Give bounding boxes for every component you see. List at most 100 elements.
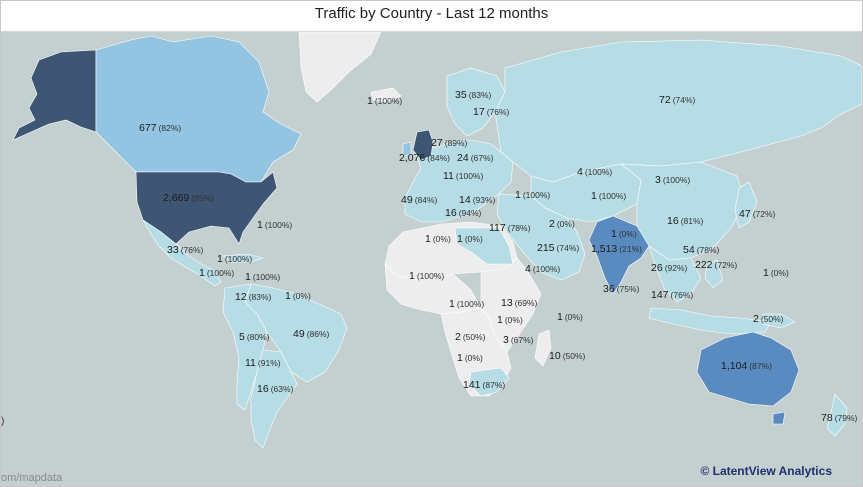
visit-percent: (100%) [206, 268, 235, 278]
visit-percent: (83%) [468, 90, 492, 100]
visit-count: 1 [449, 298, 455, 310]
country-russia[interactable] [494, 39, 862, 183]
country-philippines[interactable] [704, 259, 724, 289]
country-label-denmark: 27 (89%) [431, 137, 467, 149]
visit-count: 2,669 [163, 192, 190, 204]
visit-count: 4 [525, 263, 531, 275]
visit-count: 222 [695, 259, 713, 271]
country-japan[interactable] [734, 181, 758, 229]
country-china[interactable] [620, 161, 746, 261]
visit-count: 5 [239, 331, 245, 343]
country-madagascar[interactable] [534, 329, 552, 367]
country-label-angola: 2 (50%) [455, 331, 486, 343]
country-label-egypt: 117 (78%) [489, 222, 530, 234]
visit-percent: (0%) [556, 219, 575, 229]
country-label-central2: 1 (100%) [245, 271, 280, 283]
country-greenland[interactable] [298, 32, 382, 103]
visit-count: 1 [245, 271, 251, 283]
country-indonesia[interactable] [648, 307, 772, 335]
visit-count: 72 [659, 94, 671, 106]
country-label-southafrica: 141 (87%) [463, 379, 505, 391]
visit-percent: (100%) [252, 272, 281, 282]
visit-count: 1 [457, 233, 463, 245]
visit-count: 141 [463, 379, 481, 391]
visit-count: 2,076 [399, 152, 426, 164]
visit-count: 677 [139, 122, 157, 134]
title-bar: Traffic by Country - Last 12 months [1, 1, 862, 32]
region-southeast-asia[interactable] [648, 245, 702, 303]
region-caribbean[interactable] [222, 253, 265, 263]
country-label-hongkong: 54 (78%) [683, 244, 719, 256]
country-label-canada: 677 (82%) [139, 122, 181, 134]
visit-count: 1,104 [721, 360, 748, 372]
visit-percent: (100%) [224, 254, 253, 264]
map-attribution: om/mapdata [1, 472, 63, 484]
country-label-png: 2 (50%) [753, 313, 784, 325]
country-india[interactable] [588, 215, 650, 295]
country-label-uk: 2,076 (84%) [399, 152, 450, 164]
visit-percent: (79%) [834, 413, 858, 423]
visit-count: 1 [257, 219, 263, 231]
visit-percent: (0%) [464, 234, 483, 244]
country-label-india: 1,513 (21%) [591, 243, 642, 255]
country-tasmania[interactable] [772, 411, 786, 425]
country-label-philippines: 222 (72%) [695, 259, 737, 271]
visit-count: 1 [591, 190, 597, 202]
visit-count: 16 [667, 215, 679, 227]
country-label-newzealand: 78 (79%) [821, 412, 857, 424]
visit-count: 17 [473, 106, 485, 118]
visit-count: 78 [821, 412, 833, 424]
country-andes[interactable] [222, 283, 268, 411]
country-south-africa[interactable] [468, 367, 510, 397]
visit-percent: (0%) [618, 229, 637, 239]
country-label-us: 2,669 (85%) [163, 192, 214, 204]
country-label-west_africa: 1 (100%) [409, 270, 444, 282]
region-middle-east[interactable] [496, 193, 586, 281]
visit-count: 1 [557, 311, 563, 323]
country-ireland[interactable] [402, 141, 412, 157]
country-label-nepal: 1 (0%) [611, 228, 637, 240]
country-label-nigeria: 1 (100%) [449, 298, 484, 310]
country-label-japan: 47 (72%) [739, 208, 775, 220]
region-scandinavia[interactable] [446, 67, 506, 137]
visit-percent: (75%) [616, 284, 640, 294]
visit-count: 12 [235, 291, 247, 303]
country-label-brazil: 49 (86%) [293, 328, 329, 340]
country-label-spain: 49 (84%) [401, 194, 437, 206]
visit-percent: (72%) [752, 209, 776, 219]
visit-count: 117 [489, 222, 506, 234]
visit-percent: (100%) [522, 190, 551, 200]
country-australia[interactable] [696, 331, 800, 407]
visit-percent: (76%) [180, 245, 204, 255]
country-egypt-libya[interactable] [454, 227, 514, 265]
visit-percent: (50%) [562, 351, 586, 361]
visit-percent: (89%) [444, 138, 468, 148]
country-label-kenya: 13 (69%) [501, 297, 537, 309]
country-iceland[interactable] [370, 87, 402, 103]
visit-count: 11 [443, 170, 454, 182]
visit-percent: (74%) [672, 95, 696, 105]
country-png[interactable] [762, 313, 796, 329]
visit-percent: (100%) [374, 96, 403, 106]
visit-count: 36 [603, 283, 615, 295]
visit-count: 3 [503, 334, 509, 346]
map-canvas [1, 32, 862, 486]
country-new-zealand[interactable] [826, 393, 848, 437]
visit-percent: (0%) [770, 268, 789, 278]
visit-percent: (87%) [749, 361, 772, 371]
region-europe[interactable] [404, 139, 514, 223]
country-argentina[interactable] [250, 349, 298, 449]
visit-percent: (100%) [662, 175, 691, 185]
visit-count: 13 [501, 297, 513, 309]
country-label-argentina: 16 (63%) [257, 383, 293, 395]
country-uk[interactable] [412, 129, 434, 161]
country-label-algeria: 1 (0%) [425, 233, 451, 245]
country-mexico[interactable] [142, 219, 222, 287]
visit-count: 1 [409, 270, 415, 282]
world-map[interactable]: 2,669 (85%) 677 (82%) 1 (100%) 1 (100%) 33 (76%) 1… [1, 32, 862, 486]
visit-count: 16 [257, 383, 269, 395]
visit-percent: (86%) [306, 329, 330, 339]
country-label-greenland: 1 (100%) [367, 95, 402, 107]
visit-percent: (84%) [427, 153, 450, 163]
visit-count: 35 [455, 89, 467, 101]
